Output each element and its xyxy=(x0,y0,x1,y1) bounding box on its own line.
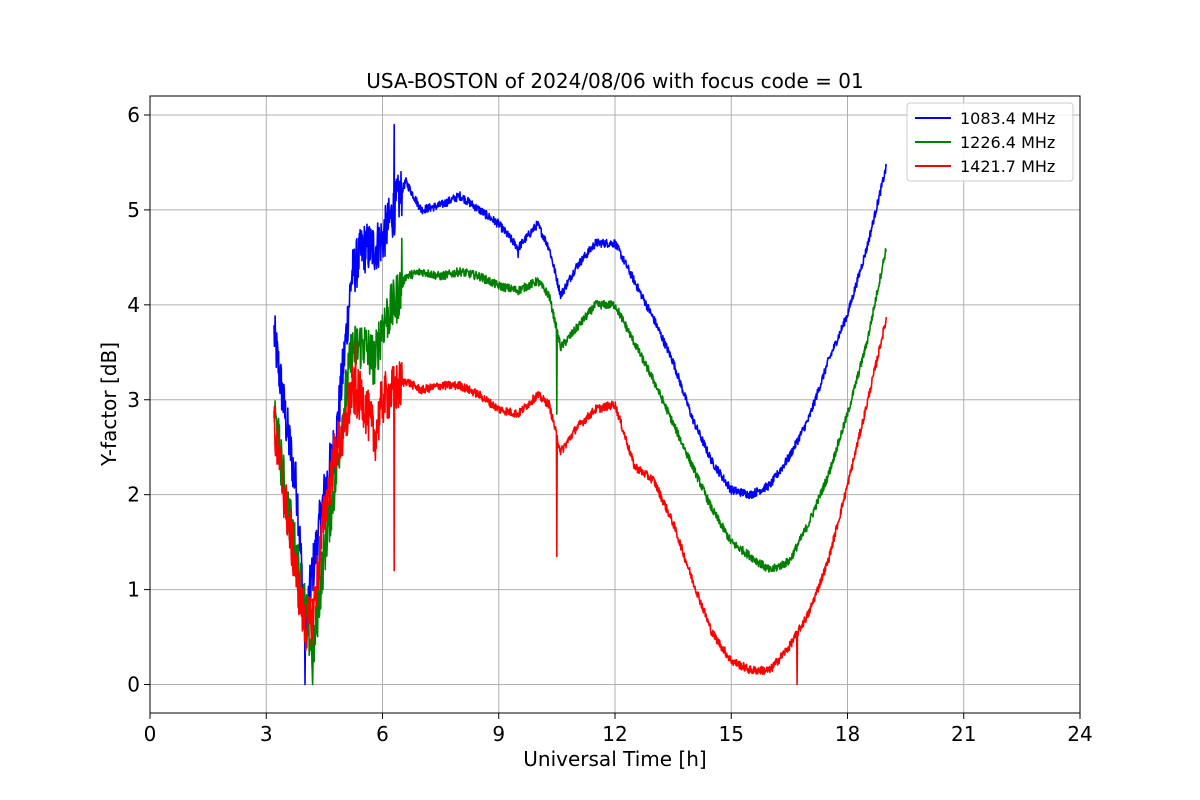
x-tick-label: 3 xyxy=(260,722,273,746)
y-tick-label: 1 xyxy=(127,578,140,602)
series-line-2 xyxy=(273,317,888,686)
x-tick-label: 0 xyxy=(144,722,157,746)
x-tick-label: 12 xyxy=(602,722,627,746)
legend-label: 1083.4 MHz xyxy=(960,109,1055,128)
x-tick-label: 6 xyxy=(376,722,389,746)
x-axis: 0 3 6 9 12 15 18 21 24 xyxy=(144,713,1093,746)
y-tick-label: 2 xyxy=(127,483,140,507)
legend: 1083.4 MHz 1226.4 MHz 1421.7 MHz xyxy=(906,102,1074,182)
x-tick-label: 24 xyxy=(1067,722,1092,746)
y-tick-label: 5 xyxy=(127,198,140,222)
legend-label: 1226.4 MHz xyxy=(960,133,1055,152)
y-axis: 0 1 2 3 4 5 6 xyxy=(127,103,150,697)
y-tick-label: 4 xyxy=(127,293,140,317)
y-tick-label: 3 xyxy=(127,388,140,412)
legend-box xyxy=(906,102,1074,182)
legend-label: 1421.7 MHz xyxy=(960,157,1055,176)
x-tick-label: 15 xyxy=(719,722,744,746)
x-tick-label: 9 xyxy=(492,722,505,746)
x-tick-label: 18 xyxy=(835,722,860,746)
chart-title: USA-BOSTON of 2024/08/06 with focus code… xyxy=(366,69,863,93)
series-line-0 xyxy=(273,123,888,686)
x-axis-label: Universal Time [h] xyxy=(523,747,706,771)
series-line-1 xyxy=(273,237,888,686)
series-lines xyxy=(273,123,888,686)
y-axis-label: Y-factor [dB] xyxy=(97,342,121,467)
x-tick-label: 21 xyxy=(951,722,976,746)
y-tick-label: 0 xyxy=(127,673,140,697)
y-tick-label: 6 xyxy=(127,103,140,127)
